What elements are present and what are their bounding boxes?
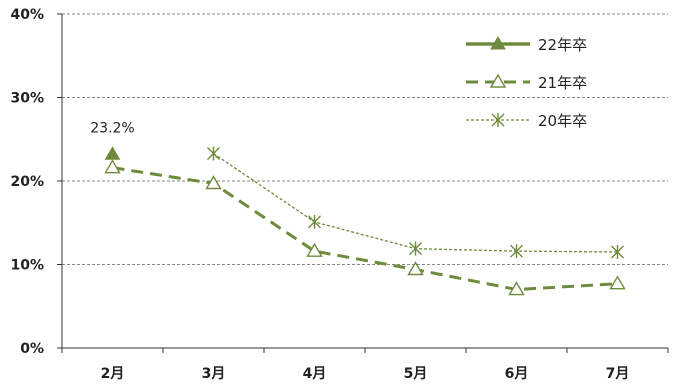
legend: 22年卒 21年卒 20年卒 — [466, 36, 587, 130]
x-tick-label: 7月 — [606, 366, 630, 382]
series-markers — [104, 146, 626, 296]
legend-label: 21年卒 — [538, 74, 587, 92]
y-tick-label: 0% — [20, 341, 44, 357]
data-point — [104, 159, 121, 174]
legend-marker — [491, 113, 505, 127]
x-tick-label: 4月 — [303, 366, 327, 382]
data-point — [407, 261, 424, 276]
data-point — [207, 146, 220, 161]
x-axis-tick-labels: 2月 3月 4月 5月 6月 7月 — [101, 366, 630, 382]
x-tick-label: 2月 — [101, 366, 125, 382]
data-point — [611, 244, 624, 259]
series-lines — [112, 152, 618, 292]
y-tick-label: 10% — [10, 258, 44, 274]
x-tick-label: 6月 — [505, 366, 529, 382]
y-axis-tick-labels: 0% 10% 20% 30% 40% — [10, 7, 44, 357]
y-tick-label: 20% — [10, 174, 44, 190]
data-point — [609, 275, 626, 290]
y-tick-label: 40% — [10, 7, 44, 23]
data-point — [510, 244, 523, 259]
x-tick-label: 3月 — [202, 366, 226, 382]
axes — [57, 13, 669, 353]
data-point — [308, 214, 321, 229]
data-point — [104, 146, 121, 160]
legend-marker — [490, 36, 506, 50]
data-point — [306, 242, 323, 257]
series-line-1 — [112, 166, 618, 292]
series-line-2 — [213, 152, 618, 253]
legend-label: 20年卒 — [538, 112, 587, 130]
data-label: 23.2% — [90, 120, 134, 136]
data-point — [508, 281, 525, 296]
x-tick-label: 5月 — [404, 366, 428, 382]
gridlines — [62, 13, 668, 265]
y-tick-label: 30% — [10, 91, 44, 107]
legend-label: 22年卒 — [538, 36, 587, 54]
legend-marker — [489, 73, 507, 88]
data-point — [205, 175, 222, 190]
data-labels: 23.2% — [90, 120, 134, 136]
data-point — [409, 241, 422, 256]
